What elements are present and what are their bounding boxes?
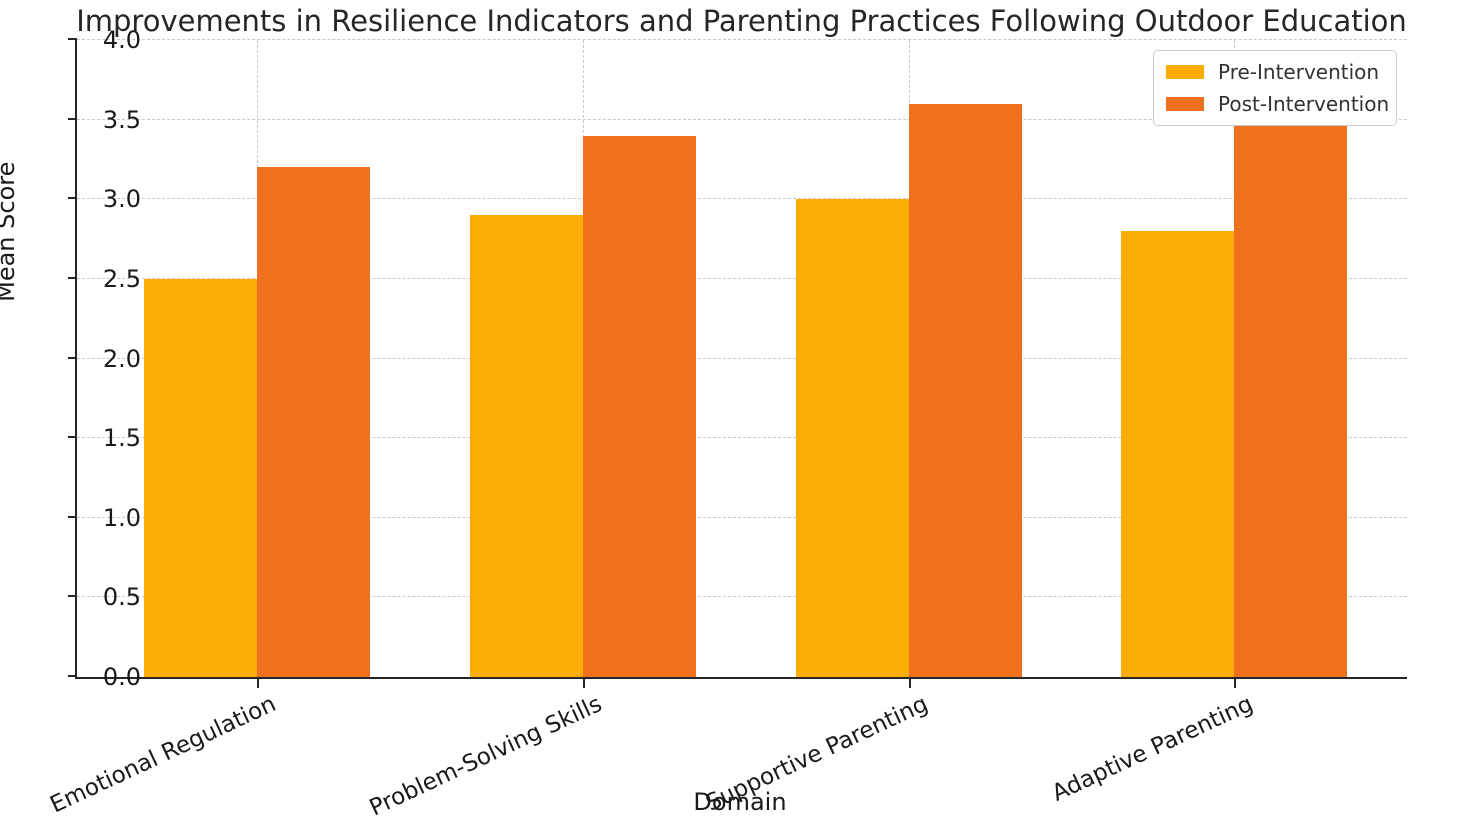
legend-label: Pre-Intervention: [1218, 60, 1380, 84]
plot-area: [68, 38, 1407, 688]
bar-post-intervention: [909, 103, 1023, 677]
y-axis-label: Mean Score: [0, 161, 20, 302]
y-gridline: [77, 277, 1407, 279]
post-intervention-swatch-icon: [1166, 97, 1204, 111]
legend: Pre-Intervention Post-Intervention: [1153, 50, 1397, 126]
x-tick-mark: [583, 679, 586, 688]
y-tick-mark: [68, 197, 77, 200]
y-tick-mark: [68, 38, 77, 40]
pre-intervention-swatch-icon: [1166, 65, 1204, 79]
y-tick-label: 2.5: [102, 264, 141, 293]
y-gridline: [77, 596, 1407, 598]
y-tick-label: 2.0: [102, 344, 141, 373]
bar-post-intervention: [256, 167, 370, 677]
bar-pre-intervention: [796, 199, 910, 677]
bar-post-intervention: [1233, 119, 1347, 677]
y-tick-mark: [68, 117, 77, 120]
y-gridline: [77, 357, 1407, 359]
x-tick-mark: [1233, 679, 1236, 688]
y-gridline: [77, 39, 1407, 40]
y-tick-label: 3.0: [102, 185, 141, 214]
y-tick-mark: [68, 276, 77, 279]
y-gridline: [77, 437, 1407, 439]
y-tick-mark: [68, 356, 77, 359]
y-tick-mark: [68, 675, 77, 677]
y-tick-label: 1.0: [102, 503, 141, 532]
y-tick-mark: [68, 436, 77, 439]
y-tick-label: 4.0: [102, 26, 141, 54]
legend-row: Post-Intervention: [1166, 92, 1389, 116]
y-gridline: [77, 198, 1407, 200]
bar-pre-intervention: [470, 215, 584, 677]
y-tick-label: 1.5: [102, 424, 141, 453]
y-tick-label: 0.0: [102, 663, 141, 691]
y-tick-mark: [68, 595, 77, 598]
chart-title: Improvements in Resilience Indicators an…: [76, 4, 1407, 38]
bar-pre-intervention: [143, 278, 257, 677]
x-axis-label: Domain: [693, 788, 787, 816]
y-gridline: [77, 516, 1407, 518]
x-tick-mark: [909, 679, 912, 688]
y-tick-mark: [68, 515, 77, 518]
y-tick-label: 3.5: [102, 105, 141, 134]
legend-label: Post-Intervention: [1218, 92, 1390, 116]
x-tick-mark: [256, 679, 259, 688]
legend-row: Pre-Intervention: [1166, 60, 1384, 84]
y-gridline: [77, 118, 1407, 120]
y-tick-label: 0.5: [102, 583, 141, 612]
bar-post-intervention: [583, 135, 697, 677]
bar-pre-intervention: [1120, 231, 1234, 677]
